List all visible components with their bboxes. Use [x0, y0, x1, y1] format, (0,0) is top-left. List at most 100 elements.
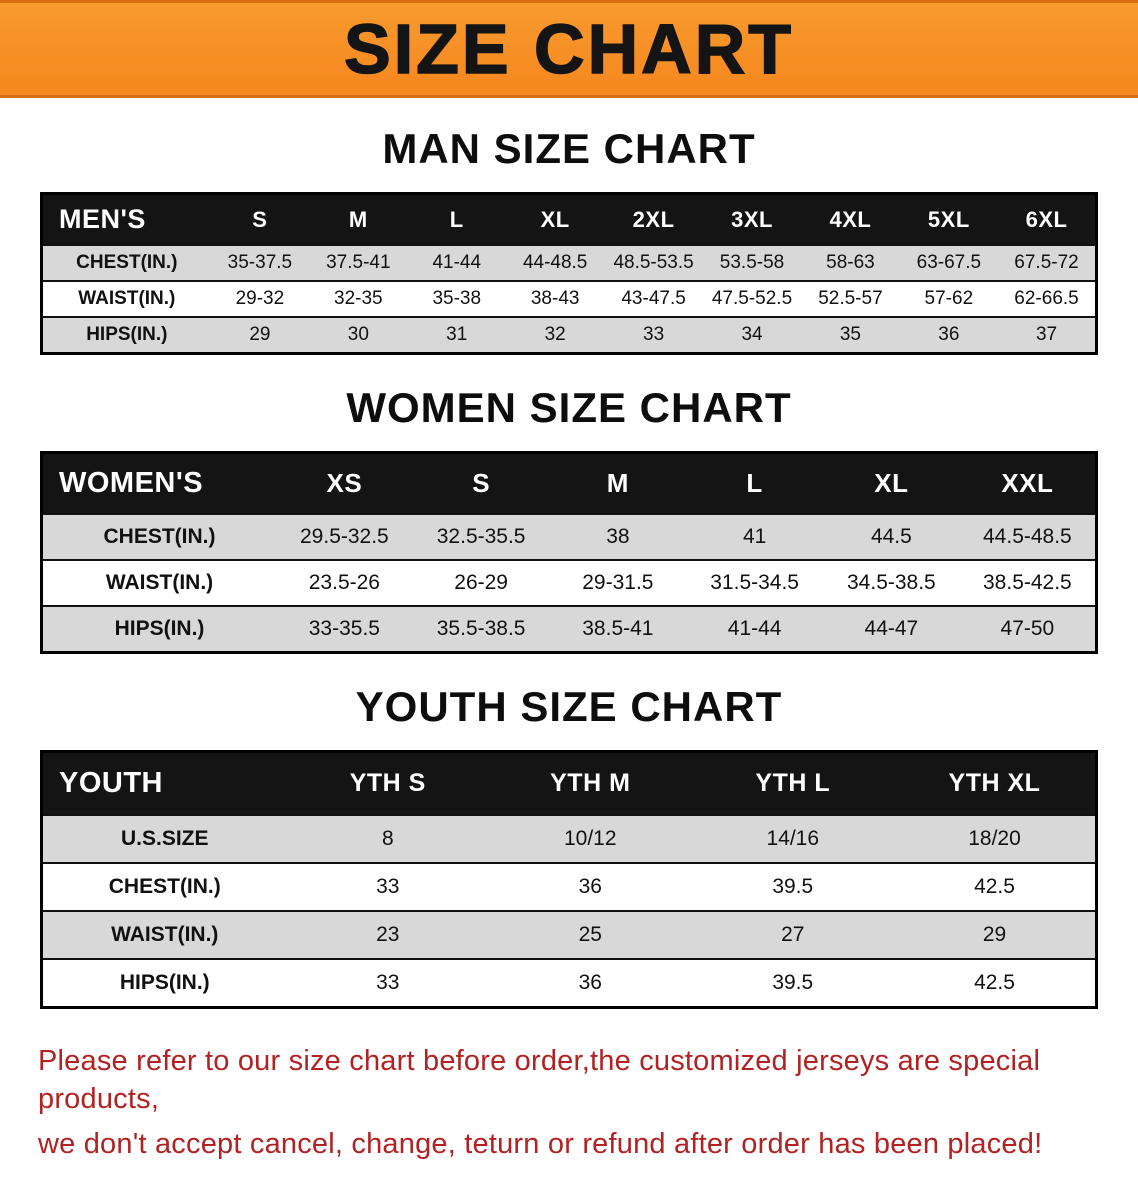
row-label: HIPS(IN.) [119, 971, 210, 994]
table-cell: 53.5-58 [719, 252, 785, 273]
table-cell: 42.5 [974, 875, 1015, 898]
table-cell: 36 [578, 875, 602, 898]
table-cell: 18/20 [968, 827, 1021, 850]
size-chart-banner: SIZE CHART [0, 0, 1138, 98]
table-cell: 35.5-38.5 [436, 617, 526, 640]
size-header-cell: XXL [959, 452, 1097, 514]
banner-title: SIZE CHART [343, 10, 794, 88]
table-cell: 35 [839, 324, 861, 345]
table-cell: 42.5 [974, 971, 1015, 994]
size-header-cell: 5XL [899, 193, 999, 245]
size-header-cell: L [686, 452, 823, 514]
size-header-cell: 2XL [604, 193, 703, 245]
table-cell: 33-35.5 [308, 617, 380, 640]
row-label: WAIST(IN.) [111, 923, 219, 946]
table-cell: 23.5-26 [308, 571, 380, 594]
table-row: WAIST(IN.) 23.5-26 26-29 29-31.5 31.5-34.5 34… [41, 560, 1097, 606]
row-label: HIPS(IN.) [114, 617, 205, 640]
size-header-cell: XL [505, 193, 605, 245]
size-header-cell: S [412, 452, 550, 514]
size-header-cell: YTH M [489, 751, 692, 815]
table-cell: 27 [781, 923, 805, 946]
table-cell: 44.5 [870, 525, 912, 548]
table-cell: 47.5-52.5 [711, 288, 793, 309]
table-cell: 43-47.5 [621, 288, 686, 309]
men-size-section: MAN SIZE CHART MEN'S S M L XL 2XL 3XL 4XL 5XL 6XL… [0, 128, 1138, 355]
table-cell: 33 [376, 971, 400, 994]
table-cell: 63-67.5 [916, 252, 982, 273]
table-row: WAIST(IN.) 23 25 27 29 [41, 911, 1097, 959]
youth-size-table: YOUTH YTH S YTH M YTH L YTH XL U.S.SIZE 8 10/12… [40, 750, 1098, 1009]
table-title-cell: WOMEN'S [41, 452, 276, 514]
table-cell: 29-31.5 [582, 571, 654, 594]
size-header-cell: YTH S [286, 751, 490, 815]
table-cell: 32.5-35.5 [436, 525, 526, 548]
table-cell: 41 [742, 525, 767, 548]
women-size-section: WOMEN SIZE CHART WOMEN'S XS S M L XL XXL CHEST(… [0, 387, 1138, 654]
table-cell: 39.5 [772, 875, 814, 898]
table-row: HIPS(IN.) 29 30 31 32 33 34 35 36 37 [41, 317, 1097, 354]
table-cell: 41-44 [727, 617, 782, 640]
table-row: CHEST(IN.) 33 36 39.5 42.5 [41, 863, 1097, 911]
size-header-cell: 6XL [998, 193, 1097, 245]
table-cell: 10/12 [563, 827, 617, 850]
row-label: HIPS(IN.) [86, 324, 168, 345]
disclaimer-line: we don't accept cancel, change, teturn o… [38, 1128, 1043, 1161]
table-cell: 57-62 [924, 288, 974, 309]
table-cell: 32 [544, 324, 566, 345]
table-cell: 32-35 [334, 288, 383, 309]
table-cell: 31 [446, 324, 468, 345]
table-row: CHEST(IN.) 35-37.5 37.5-41 41-44 44-48.5 48.5… [41, 245, 1097, 281]
table-title-cell: YOUTH [41, 751, 287, 815]
row-label: CHEST(IN.) [76, 252, 178, 273]
table-cell: 39.5 [772, 971, 814, 994]
row-label: CHEST(IN.) [103, 525, 216, 548]
table-cell: 38-43 [530, 288, 580, 309]
table-cell: 41-44 [432, 252, 482, 273]
table-title-cell: MEN'S [41, 193, 211, 245]
table-row: CHEST(IN.) 29.5-32.5 32.5-35.5 38 41 44.5 44.5… [41, 514, 1097, 560]
table-cell: 38.5-41 [582, 617, 654, 640]
table-cell: 37.5-41 [326, 252, 391, 273]
table-cell: 33 [376, 875, 400, 898]
youth-size-section: YOUTH SIZE CHART YOUTH YTH S YTH M YTH L YTH… [0, 686, 1138, 1009]
table-cell: 52.5-57 [818, 288, 883, 309]
size-header-cell: L [407, 193, 506, 245]
table-cell: 58-63 [826, 252, 875, 273]
disclaimer-line: Please refer to our size chart before or… [38, 1045, 1041, 1115]
header-row: YOUTH YTH S YTH M YTH L YTH XL [41, 751, 1097, 815]
table-cell: 36 [578, 971, 602, 994]
table-cell: 29-32 [235, 288, 285, 309]
size-header-cell: XS [276, 452, 413, 514]
table-cell: 38.5-42.5 [983, 571, 1072, 594]
table-cell: 62-66.5 [1014, 288, 1079, 309]
row-label: U.S.SIZE [121, 827, 209, 850]
table-cell: 8 [381, 827, 394, 850]
women-size-table: WOMEN'S XS S M L XL XXL CHEST(IN.) 29.5-32.5 32.5… [40, 451, 1098, 654]
table-cell: 33 [643, 324, 665, 345]
table-cell: 37 [1035, 324, 1058, 345]
table-cell: 44.5-48.5 [983, 525, 1072, 548]
size-header-cell: 3XL [702, 193, 802, 245]
table-row: HIPS(IN.) 33 36 39.5 42.5 [41, 959, 1097, 1008]
table-cell: 67.5-72 [1014, 252, 1079, 273]
table-cell: 29 [249, 324, 271, 345]
women-section-heading: WOMEN SIZE CHART [346, 384, 792, 431]
size-header-cell: M [309, 193, 408, 245]
size-header-cell: M [549, 452, 687, 514]
table-cell: 26-29 [454, 571, 508, 594]
table-row: WAIST(IN.) 29-32 32-35 35-38 38-43 43-47.5 47.… [41, 281, 1097, 317]
table-cell: 29 [982, 923, 1007, 946]
table-cell: 29.5-32.5 [300, 525, 389, 548]
table-cell: 36 [938, 324, 960, 345]
size-header-cell: S [210, 193, 310, 245]
table-cell: 25 [578, 923, 602, 946]
size-header-cell: XL [823, 452, 960, 514]
size-header-cell: 4XL [801, 193, 900, 245]
men-section-heading: MAN SIZE CHART [382, 125, 756, 172]
table-cell: 34.5-38.5 [847, 571, 936, 594]
row-label: WAIST(IN.) [105, 571, 214, 594]
table-cell: 48.5-53.5 [613, 252, 694, 273]
table-cell: 44-47 [864, 617, 919, 640]
table-cell: 35-38 [432, 288, 482, 309]
